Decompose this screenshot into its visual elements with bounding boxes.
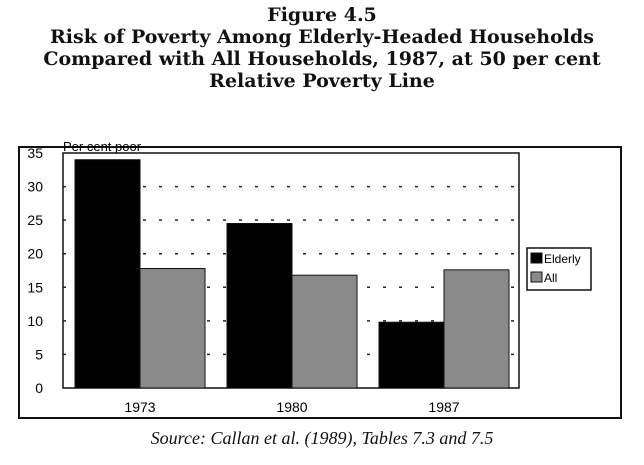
title-line-2: Compared with All Households, 1987, at 5… bbox=[43, 48, 601, 70]
source-note: Source: Callan et al. (1989), Tables 7.3… bbox=[150, 428, 494, 448]
x-tick-label: 1987 bbox=[428, 399, 459, 415]
y-tick-label: 25 bbox=[27, 212, 43, 228]
figure-number: Figure 4.5 bbox=[267, 4, 377, 26]
bar-all-1980 bbox=[291, 274, 358, 389]
y-tick-label: 20 bbox=[27, 246, 43, 262]
bar-elderly-1973 bbox=[74, 159, 141, 389]
legend-label-elderly: Elderly bbox=[544, 252, 581, 266]
title-line-1: Risk of Poverty Among Elderly-Headed Hou… bbox=[50, 26, 594, 48]
legend-box bbox=[526, 247, 592, 291]
legend-swatch-all bbox=[530, 271, 543, 283]
legend-label-all: All bbox=[544, 271, 557, 285]
y-tick-label: 15 bbox=[27, 279, 43, 295]
chart-frame bbox=[18, 146, 622, 419]
y-axis-label: Per cent poor bbox=[63, 139, 142, 154]
y-tick-label: 5 bbox=[35, 346, 43, 362]
bar-elderly-1980 bbox=[226, 223, 293, 389]
bar-all-1973 bbox=[139, 267, 206, 389]
bar-all-1987 bbox=[443, 269, 510, 389]
y-tick-label: 30 bbox=[27, 179, 43, 195]
title-line-3: Relative Poverty Line bbox=[209, 70, 435, 92]
y-tick-label: 0 bbox=[35, 380, 43, 396]
x-tick-label: 1980 bbox=[276, 399, 307, 415]
legend-swatch-elderly bbox=[530, 252, 543, 264]
bar-elderly-1987 bbox=[378, 321, 445, 389]
y-tick-label: 35 bbox=[27, 145, 43, 161]
y-tick-label: 10 bbox=[27, 313, 43, 329]
x-tick-label: 1973 bbox=[124, 399, 155, 415]
